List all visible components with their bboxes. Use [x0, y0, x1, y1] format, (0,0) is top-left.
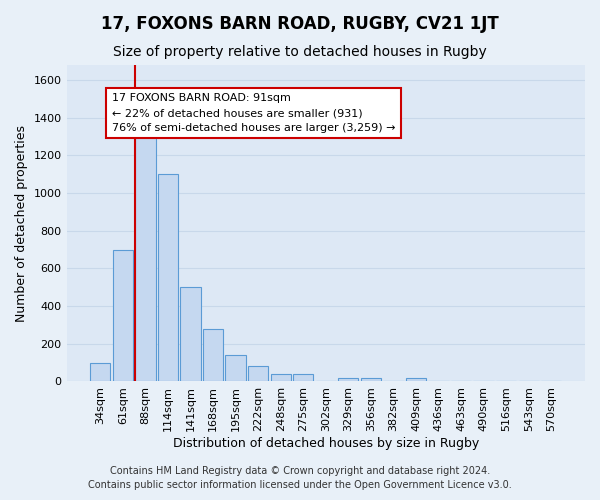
Bar — [406, 378, 426, 382]
Bar — [181, 288, 200, 382]
Text: Size of property relative to detached houses in Rugby: Size of property relative to detached ho… — [113, 45, 487, 59]
Text: 17, FOXONS BARN ROAD, RUGBY, CV21 1JT: 17, FOXONS BARN ROAD, RUGBY, CV21 1JT — [101, 15, 499, 33]
Bar — [226, 355, 246, 382]
Bar — [203, 328, 223, 382]
Bar — [90, 362, 110, 382]
Bar — [338, 378, 358, 382]
Bar — [158, 174, 178, 382]
Bar — [248, 366, 268, 382]
Bar — [135, 129, 155, 382]
Bar — [293, 374, 313, 382]
Bar — [113, 250, 133, 382]
Y-axis label: Number of detached properties: Number of detached properties — [15, 124, 28, 322]
X-axis label: Distribution of detached houses by size in Rugby: Distribution of detached houses by size … — [173, 437, 479, 450]
Bar — [361, 378, 381, 382]
Text: Contains HM Land Registry data © Crown copyright and database right 2024.
Contai: Contains HM Land Registry data © Crown c… — [88, 466, 512, 490]
Bar — [541, 380, 562, 382]
Bar — [271, 374, 291, 382]
Text: 17 FOXONS BARN ROAD: 91sqm
← 22% of detached houses are smaller (931)
76% of sem: 17 FOXONS BARN ROAD: 91sqm ← 22% of deta… — [112, 94, 395, 133]
